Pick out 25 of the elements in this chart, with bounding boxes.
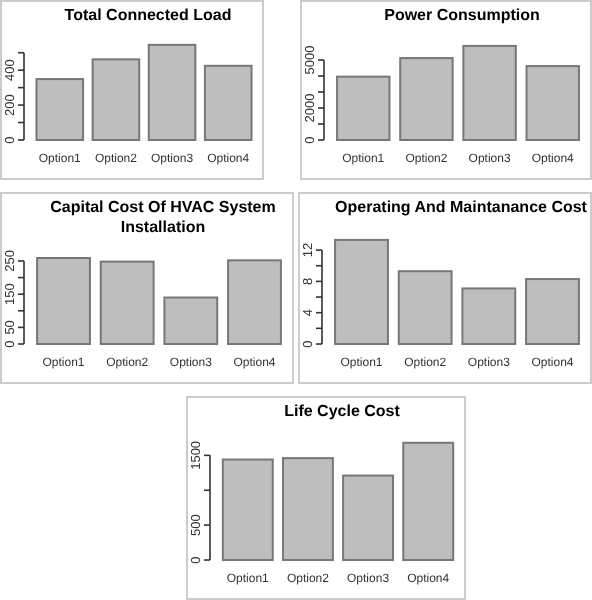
chart-title: Capital Cost Of HVAC System Installation xyxy=(50,198,276,236)
bar xyxy=(336,75,391,141)
bar xyxy=(147,43,197,141)
chart-title: Power Consumption xyxy=(384,6,540,24)
bar xyxy=(525,65,580,141)
bar xyxy=(399,57,454,141)
bar xyxy=(402,441,455,561)
bar xyxy=(91,58,141,141)
chart-title: Total Connected Load xyxy=(64,6,232,24)
bar xyxy=(397,270,453,345)
bar xyxy=(525,278,580,345)
chart-title: Operating And Maintanance Cost xyxy=(335,198,588,216)
bar xyxy=(461,287,517,345)
bar xyxy=(227,259,282,345)
bar xyxy=(281,457,334,561)
bar xyxy=(203,64,253,141)
chart-title: Life Cycle Cost xyxy=(284,402,401,420)
bar xyxy=(163,296,219,345)
bar xyxy=(334,238,389,345)
bar xyxy=(462,44,517,141)
bar xyxy=(342,474,395,561)
bar xyxy=(221,458,274,561)
bar xyxy=(99,260,155,345)
bar xyxy=(35,78,85,141)
bar xyxy=(36,256,91,345)
